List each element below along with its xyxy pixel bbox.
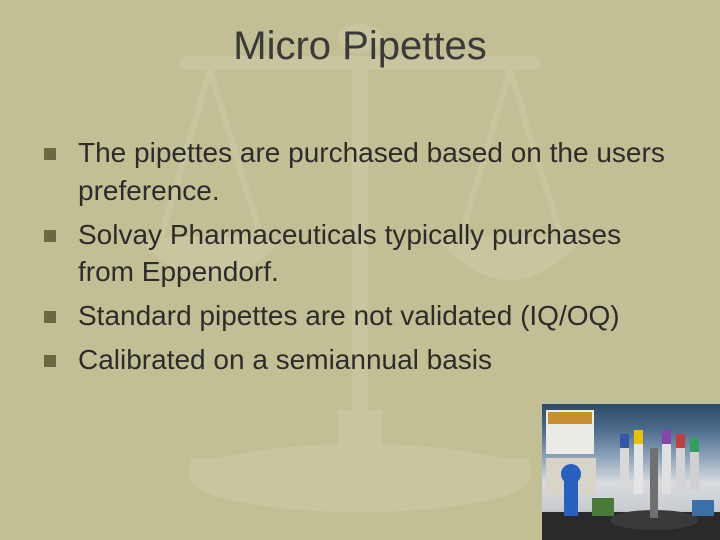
list-item: Solvay Pharmaceuticals typically purchas… (44, 216, 680, 292)
slide-title: Micro Pipettes (0, 24, 720, 69)
bullet-list: The pipettes are purchased based on the … (44, 134, 680, 385)
bullet-square-icon (44, 311, 56, 323)
bullet-square-icon (44, 148, 56, 160)
lab-photo (542, 404, 720, 540)
list-item: Calibrated on a semiannual basis (44, 341, 680, 379)
bullet-text: The pipettes are purchased based on the … (78, 134, 680, 210)
bullet-square-icon (44, 230, 56, 242)
bullet-text: Solvay Pharmaceuticals typically purchas… (78, 216, 680, 292)
bullet-text: Calibrated on a semiannual basis (78, 341, 492, 379)
list-item: The pipettes are purchased based on the … (44, 134, 680, 210)
list-item: Standard pipettes are not validated (IQ/… (44, 297, 680, 335)
bullet-square-icon (44, 355, 56, 367)
bullet-text: Standard pipettes are not validated (IQ/… (78, 297, 620, 335)
